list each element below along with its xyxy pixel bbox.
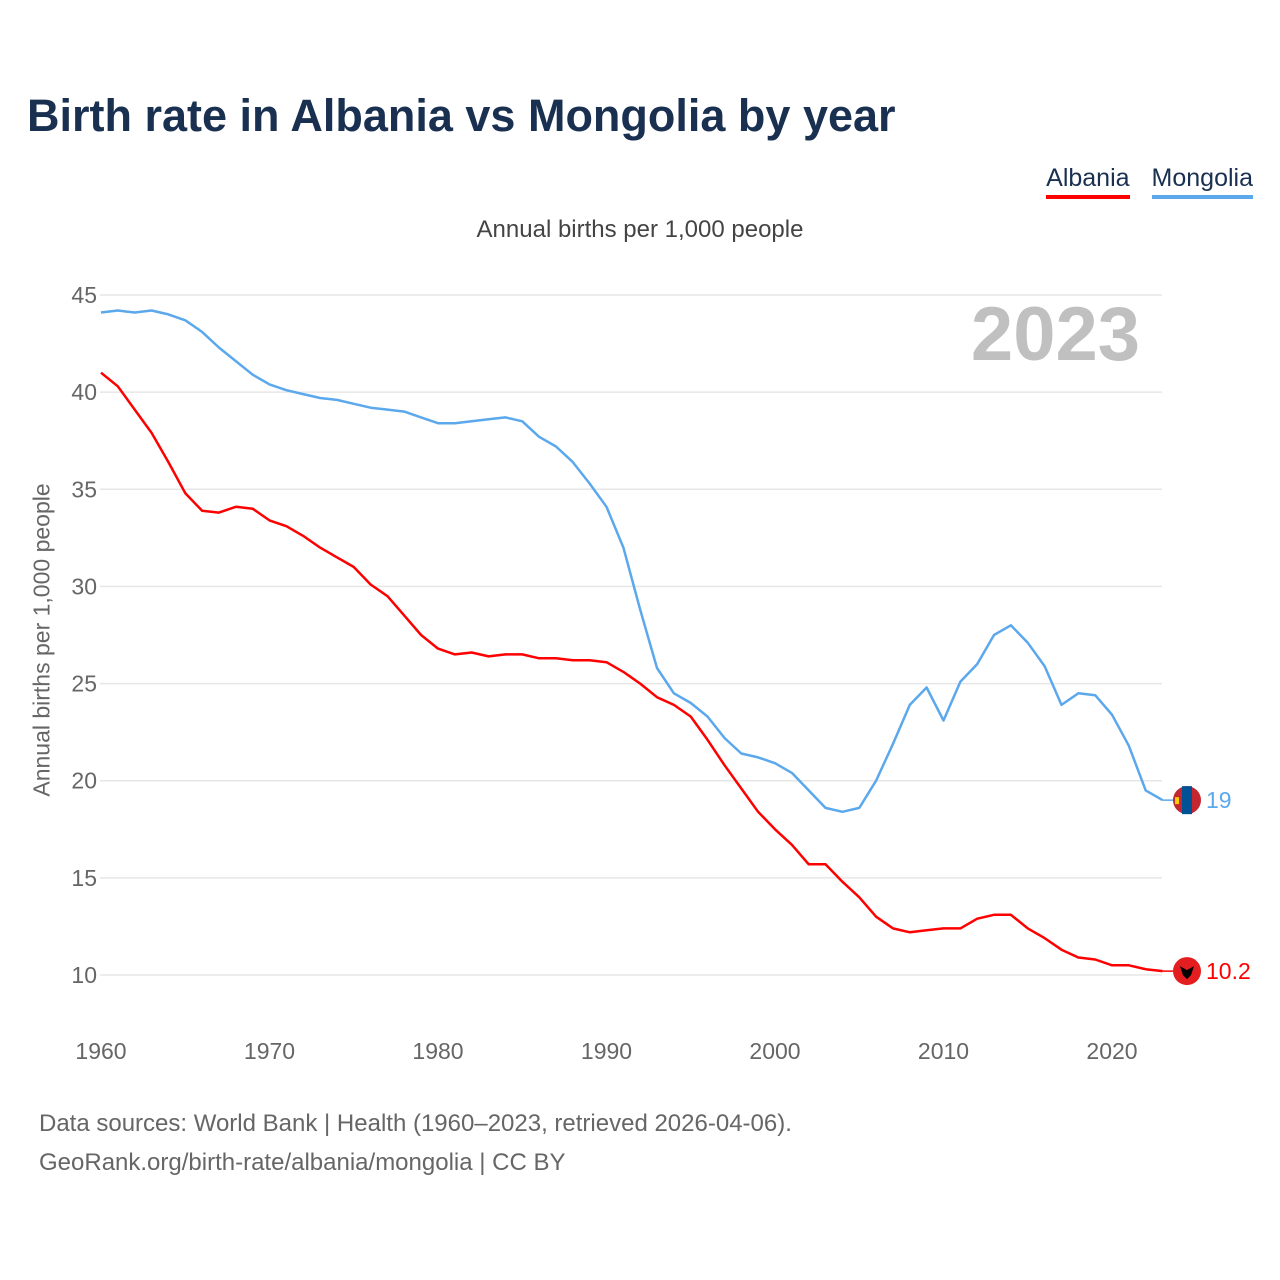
end-value-label: 10.2 — [1206, 958, 1251, 984]
x-tick-label: 2020 — [1086, 1038, 1137, 1064]
x-tick-label: 1960 — [75, 1038, 126, 1064]
albania-flag-icon — [1173, 957, 1201, 986]
series-line-mongolia — [100, 309, 1164, 814]
y-tick-label: 35 — [71, 476, 97, 502]
data-source: Data sources: World Bank | Health (1960–… — [39, 1110, 792, 1137]
x-tick-label: 2010 — [918, 1038, 969, 1064]
x-tick-label: 2000 — [749, 1038, 800, 1064]
chart-subtitle: Annual births per 1,000 people — [476, 216, 804, 243]
x-tick-label: 1990 — [581, 1038, 632, 1064]
y-tick-label: 40 — [71, 379, 97, 405]
legend-albania[interactable]: Albania — [1046, 164, 1130, 199]
legend-mongolia[interactable]: Mongolia — [1151, 164, 1253, 199]
y-tick-label: 30 — [71, 573, 97, 599]
y-tick-label: 20 — [71, 768, 97, 794]
footer: Data sources: World Bank | Health (1960–… — [39, 1104, 792, 1182]
x-tick-label: 1970 — [244, 1038, 295, 1064]
source-url[interactable]: GeoRank.org/birth-rate/albania/mongolia … — [39, 1149, 566, 1176]
year-watermark: 2023 — [971, 292, 1140, 377]
y-tick-label: 15 — [71, 865, 97, 891]
y-tick-label: 45 — [71, 282, 97, 308]
end-value-label: 19 — [1206, 787, 1232, 813]
mongolia-flag-icon — [1173, 786, 1201, 815]
page-title: Birth rate in Albania vs Mongolia by yea… — [27, 90, 896, 141]
y-tick-label: 10 — [71, 962, 97, 988]
legend: Albania Mongolia — [1046, 164, 1253, 199]
y-tick-label: 25 — [71, 671, 97, 697]
series-line-albania — [100, 371, 1163, 973]
x-tick-label: 1980 — [412, 1038, 463, 1064]
